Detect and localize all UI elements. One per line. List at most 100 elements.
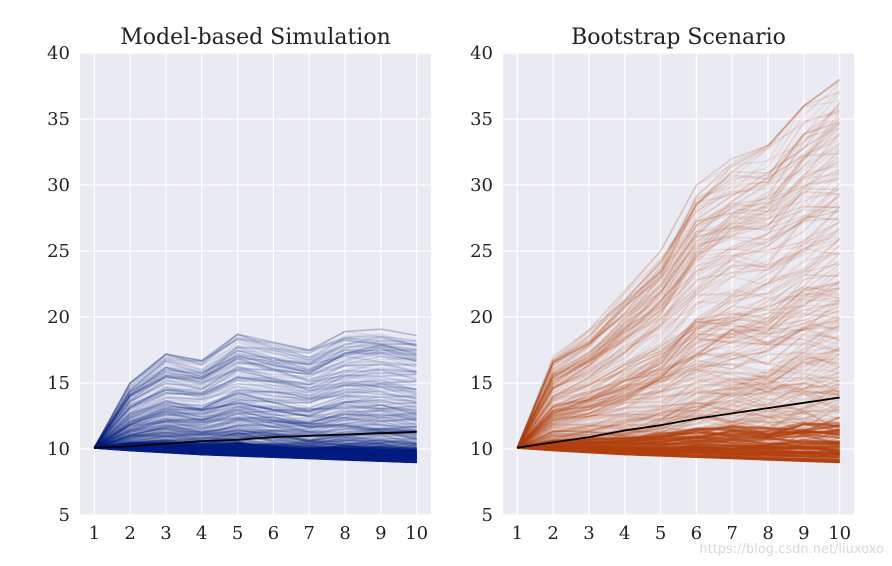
simulated-path — [516, 193, 840, 449]
simulated-path — [93, 357, 417, 449]
simulated-path — [93, 387, 417, 449]
simulated-path — [93, 371, 417, 449]
simulated-path — [516, 392, 841, 449]
simulated-path — [517, 346, 841, 449]
simulated-path — [516, 195, 841, 449]
simulated-path — [516, 317, 841, 449]
simulated-path — [94, 429, 417, 449]
simulated-path — [93, 363, 417, 449]
simulated-path — [93, 345, 417, 449]
x-tick-label: 4 — [196, 523, 207, 544]
x-tick-label: 1 — [89, 523, 100, 544]
simulated-path — [93, 398, 417, 449]
simulated-path — [516, 282, 841, 449]
simulated-path — [93, 341, 417, 449]
simulated-path — [93, 335, 417, 449]
x-tick-label: 5 — [655, 523, 666, 544]
simulated-path — [94, 422, 417, 449]
mean-line — [94, 430, 417, 449]
simulated-path — [516, 105, 841, 449]
simulated-path — [516, 117, 841, 449]
simulated-path — [516, 284, 841, 449]
simulated-path — [516, 312, 840, 449]
simulated-path — [516, 308, 840, 449]
simulated-path — [93, 377, 417, 449]
simulated-path — [93, 347, 417, 449]
simulated-path — [93, 404, 417, 449]
simulated-path — [93, 408, 417, 449]
simulated-path — [93, 383, 417, 449]
simulated-path — [93, 349, 417, 449]
simulated-path — [94, 429, 417, 449]
simulated-path — [516, 143, 841, 449]
simulated-path — [94, 435, 417, 452]
y-tick-label: 10 — [47, 439, 70, 460]
simulated-path — [516, 283, 840, 449]
simulated-path — [93, 383, 417, 449]
simulated-path — [516, 385, 840, 449]
simulated-path — [516, 83, 841, 449]
simulated-path — [516, 203, 840, 449]
simulated-path — [516, 335, 840, 449]
simulated-path — [516, 250, 841, 449]
simulated-path — [516, 322, 840, 449]
simulated-path — [94, 437, 417, 449]
simulated-path — [516, 228, 841, 449]
watermark: https://blog.csdn.net/liuxoxo — [699, 542, 884, 557]
simulated-path — [516, 285, 840, 449]
x-tick-label: 6 — [691, 523, 702, 544]
simulated-path — [93, 337, 417, 449]
simulated-path — [516, 357, 840, 449]
simulated-path — [516, 195, 841, 449]
simulated-path — [516, 112, 841, 449]
simulated-path — [516, 302, 840, 449]
simulated-path — [516, 183, 841, 449]
simulated-path — [516, 145, 841, 449]
simulated-path — [93, 395, 417, 449]
simulated-path — [516, 244, 841, 449]
simulated-path — [516, 139, 840, 449]
simulated-path — [94, 431, 417, 449]
simulated-path — [94, 419, 417, 449]
simulated-path — [93, 357, 417, 449]
simulated-path — [93, 400, 417, 449]
simulated-paths — [93, 328, 417, 464]
simulated-path — [517, 391, 840, 449]
simulated-path — [93, 367, 417, 449]
simulated-path — [93, 333, 417, 449]
simulated-path — [516, 239, 840, 449]
simulated-path — [93, 404, 417, 449]
simulated-path — [93, 422, 417, 449]
simulated-path — [93, 380, 417, 449]
simulated-path — [516, 321, 841, 449]
simulated-path — [516, 228, 841, 449]
simulated-path — [516, 263, 841, 449]
simulated-path — [93, 376, 417, 449]
simulated-path — [93, 383, 417, 449]
y-tick-label: 20 — [47, 307, 70, 328]
simulated-path — [93, 335, 417, 449]
simulated-path — [516, 363, 841, 449]
simulated-path — [516, 192, 841, 449]
y-tick-label: 10 — [470, 439, 493, 460]
simulated-path — [517, 415, 840, 449]
simulated-path — [516, 78, 841, 449]
simulated-path — [93, 343, 417, 449]
y-tick-label: 35 — [470, 109, 493, 130]
simulated-path — [93, 410, 417, 449]
y-tick-label: 15 — [47, 373, 70, 394]
simulated-path — [516, 168, 841, 449]
simulated-path — [516, 319, 840, 449]
simulated-path — [516, 353, 840, 449]
x-tick-label: 3 — [160, 523, 171, 544]
simulated-path — [516, 187, 840, 449]
simulated-path — [516, 313, 841, 449]
chart-title: Model-based Simulation — [120, 25, 391, 50]
simulated-path — [516, 122, 841, 449]
simulated-path — [93, 333, 417, 449]
simulated-path — [94, 426, 417, 449]
simulated-path — [94, 432, 417, 449]
simulated-path — [93, 420, 417, 449]
x-tick-label: 2 — [124, 523, 135, 544]
simulated-path — [517, 401, 841, 449]
